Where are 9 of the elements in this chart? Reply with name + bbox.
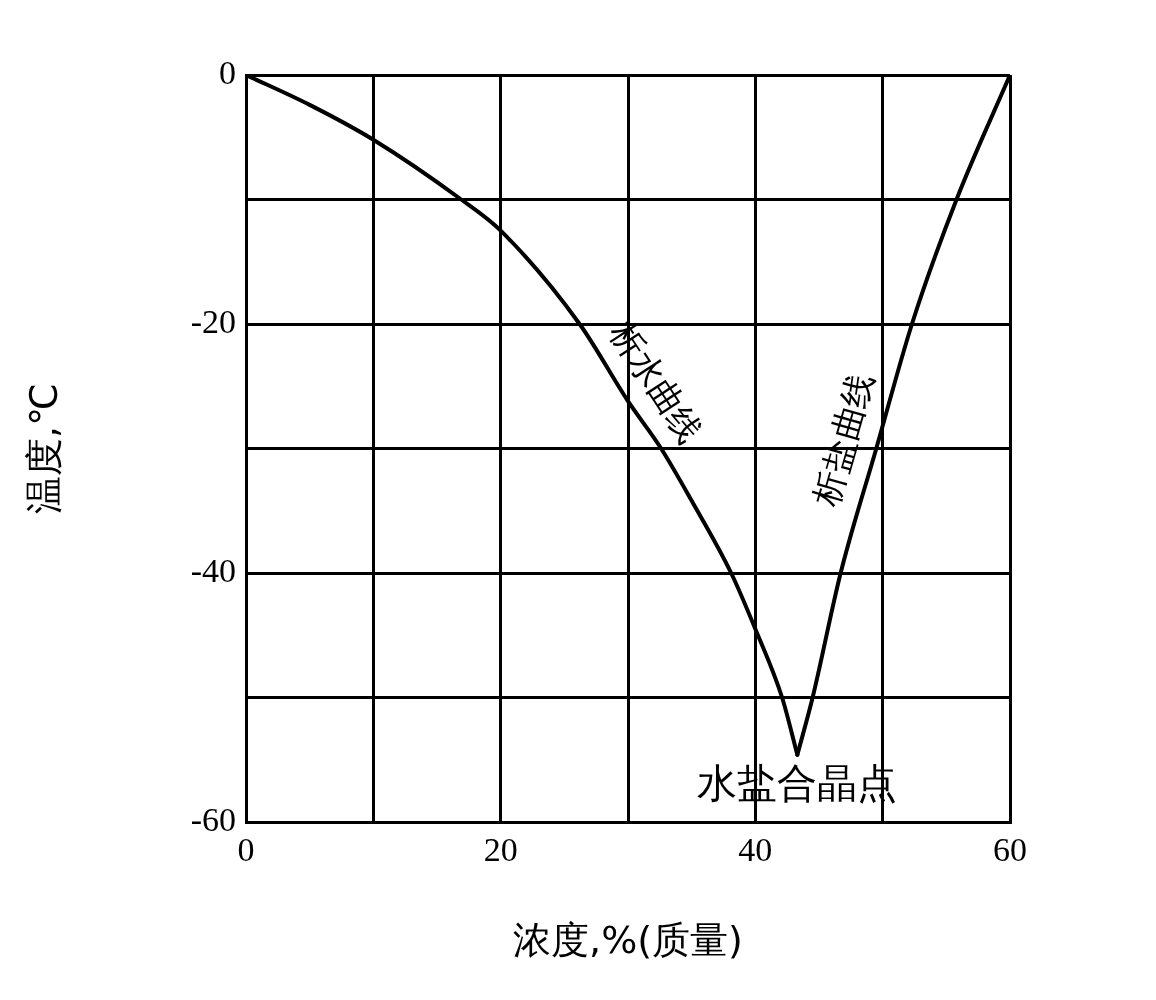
x-tick-label: 40 xyxy=(738,831,773,869)
x-tick-label: 20 xyxy=(483,831,518,869)
x-tick-label: 60 xyxy=(993,831,1027,869)
y-tick-label: 0 xyxy=(219,53,236,91)
y-axis-title: 温度,℃ xyxy=(21,383,66,514)
x-axis-title: 浓度,%(质量) xyxy=(513,918,743,963)
y-tick-label: -40 xyxy=(190,551,236,589)
y-tick-label: -20 xyxy=(190,302,236,340)
y-tick-label: -60 xyxy=(190,800,236,838)
